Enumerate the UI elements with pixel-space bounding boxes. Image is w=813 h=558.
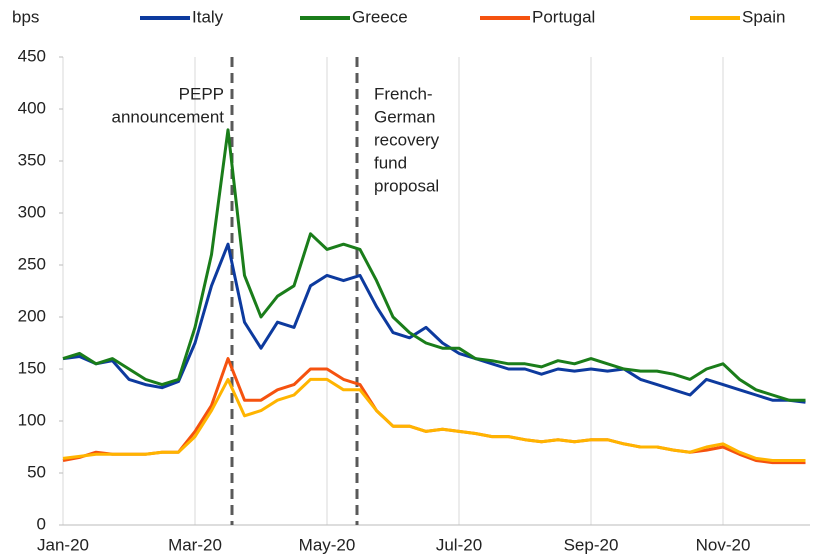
y-axis-label: bps [12, 7, 39, 26]
y-tick-label: 100 [18, 410, 46, 429]
series-line [62, 357, 806, 465]
series-line [62, 128, 806, 402]
series-line [62, 242, 806, 404]
annotation: PEPP [179, 84, 224, 103]
x-tick-label: Mar-20 [168, 535, 222, 554]
y-tick-label: 300 [18, 202, 46, 221]
x-tick-label: Nov-20 [696, 535, 751, 554]
x-tick-label: Jul-20 [436, 535, 482, 554]
legend-label: Portugal [532, 7, 595, 26]
x-tick-label: May-20 [299, 535, 356, 554]
annotation: announcement [112, 107, 225, 126]
y-tick-label: 50 [27, 462, 46, 481]
y-tick-label: 350 [18, 150, 46, 169]
annotation: German [374, 107, 435, 126]
series-line [62, 377, 806, 462]
y-tick-label: 150 [18, 358, 46, 377]
x-tick-label: Sep-20 [564, 535, 619, 554]
y-tick-label: 0 [37, 514, 46, 533]
legend-label: Greece [352, 7, 408, 26]
legend-label: Italy [192, 7, 224, 26]
y-tick-label: 400 [18, 98, 46, 117]
y-tick-label: 450 [18, 46, 46, 65]
annotation: French- [374, 84, 433, 103]
legend-label: Spain [742, 7, 785, 26]
annotation: proposal [374, 176, 439, 195]
y-tick-label: 250 [18, 254, 46, 273]
annotation: recovery [374, 130, 440, 149]
y-tick-label: 200 [18, 306, 46, 325]
x-tick-label: Jan-20 [37, 535, 89, 554]
annotation: fund [374, 153, 407, 172]
